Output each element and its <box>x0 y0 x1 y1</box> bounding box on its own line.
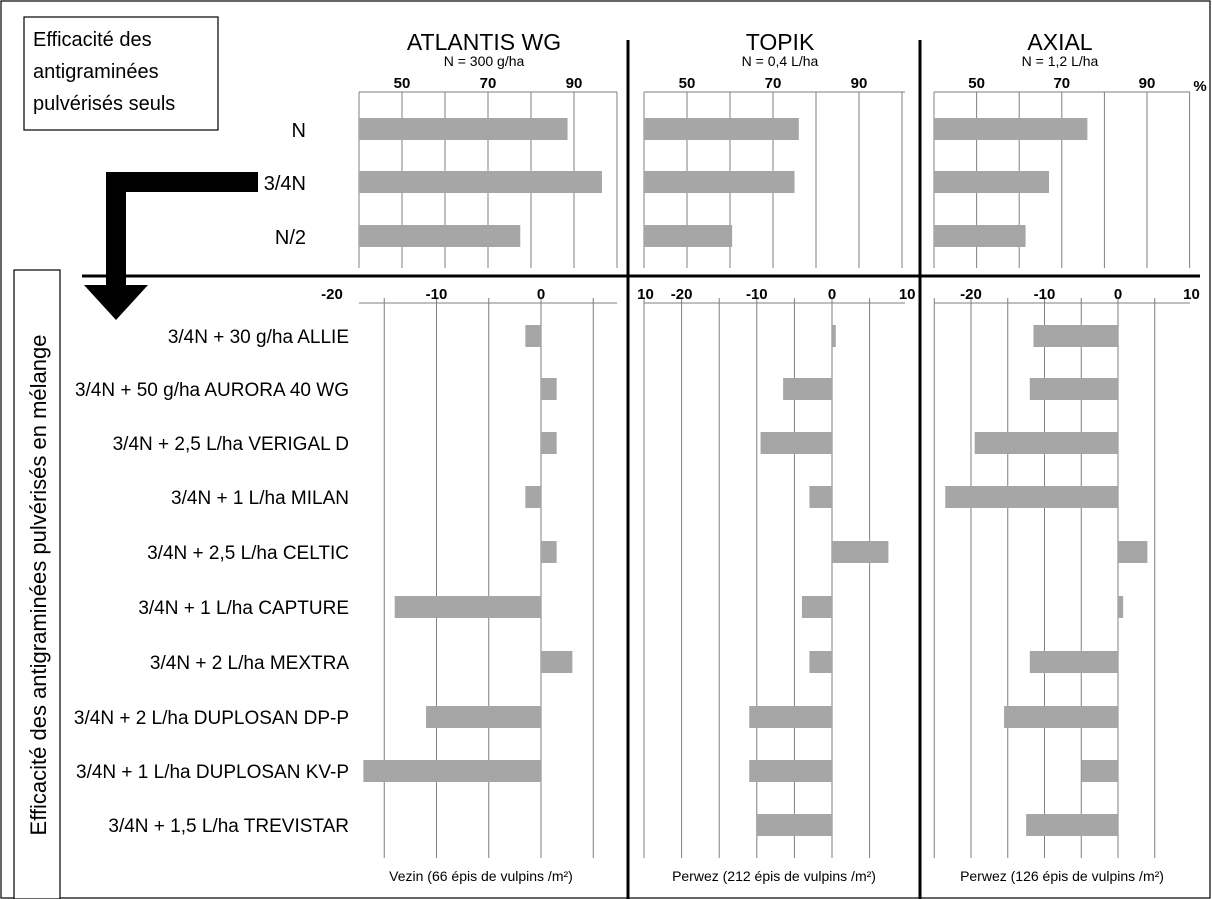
bottom-tick-label: -20 <box>321 286 343 303</box>
top-bar <box>359 171 602 193</box>
bottom-tick-label: 0 <box>537 286 545 303</box>
bottom-row-label: 3/4N + 1 L/ha CAPTURE <box>138 598 349 619</box>
bottom-tick-label: -10 <box>1034 286 1056 303</box>
bottom-bar <box>756 814 832 836</box>
bottom-row-label: 3/4N + 30 g/ha ALLIE <box>168 327 349 348</box>
top-tick-label: 50 <box>394 75 411 92</box>
labels: Efficacité des antigraminées pulvérisés se… <box>26 29 1207 884</box>
bottom-bar <box>832 541 889 563</box>
bottom-bar <box>525 325 541 347</box>
top-tick-label: 50 <box>968 75 985 92</box>
top-tick-label: 50 <box>679 75 696 92</box>
bottom-bar <box>1118 541 1148 563</box>
panel-dose: N = 0,4 L/ha <box>742 53 819 69</box>
bottom-row-label: 3/4N + 2,5 L/ha CELTIC <box>147 543 349 564</box>
bottom-row-label: 3/4N + 1 L/ha MILAN <box>171 488 349 509</box>
bottom-bar <box>363 760 541 782</box>
title-box-line: pulvérisés seuls <box>33 93 175 115</box>
bars <box>359 118 1148 836</box>
bottom-bar <box>801 596 832 618</box>
vertical-axis-label: Efficacité des antigraminées pulvérisés … <box>26 335 51 836</box>
bottom-row-label: 3/4N + 1,5 L/ha TREVISTAR <box>108 816 349 837</box>
bottom-tick-label: 0 <box>828 286 836 303</box>
vertical-label-box <box>13 269 61 899</box>
top-bar <box>934 225 1026 247</box>
bottom-bar <box>541 651 573 673</box>
title-box-line: Efficacité des <box>33 29 152 51</box>
panel-dose: N = 300 g/ha <box>444 53 525 69</box>
top-tick-label: 70 <box>765 75 782 92</box>
top-tick-label: 90 <box>851 75 868 92</box>
top-tick-label: 90 <box>1139 75 1156 92</box>
bottom-row-label: 3/4N + 2,5 L/ha VERIGAL D <box>113 434 349 455</box>
panel-dose: N = 1,2 L/ha <box>1022 53 1099 69</box>
bottom-tick-label: 10 <box>637 286 654 303</box>
site-label: Perwez (126 épis de vulpins /m²) <box>960 868 1164 884</box>
panel-title: AXIAL <box>1027 29 1092 55</box>
bottom-bar <box>1026 814 1118 836</box>
bottom-bar <box>760 432 832 454</box>
bottom-bar <box>1081 760 1118 782</box>
top-tick-label: 90 <box>566 75 583 92</box>
bottom-bar <box>783 378 832 400</box>
bottom-row-label: 3/4N + 50 g/ha AURORA 40 WG <box>75 380 349 401</box>
bottom-bar <box>749 706 832 728</box>
bottom-bar <box>1118 596 1124 618</box>
bottom-bar <box>1029 378 1118 400</box>
panel-title: TOPIK <box>746 29 815 55</box>
bottom-tick-label: -10 <box>426 286 448 303</box>
percent-sign: % <box>1193 78 1206 95</box>
site-label: Perwez (212 épis de vulpins /m²) <box>672 868 876 884</box>
title-box <box>23 16 219 131</box>
top-bar <box>934 118 1088 140</box>
top-row-label: 3/4N <box>264 173 306 195</box>
bottom-row-label: 3/4N + 1 L/ha DUPLOSAN KV-P <box>76 762 349 783</box>
bottom-bar <box>749 760 832 782</box>
bottom-bar <box>525 486 541 508</box>
bottom-tick-label: 10 <box>899 286 916 303</box>
bottom-tick-label: -20 <box>671 286 693 303</box>
bottom-bar <box>1029 651 1118 673</box>
bottom-bar <box>809 486 832 508</box>
panel-title: ATLANTIS WG <box>407 29 561 55</box>
top-tick-label: 70 <box>480 75 497 92</box>
bottom-bar <box>541 541 557 563</box>
site-label: Vezin (66 épis de vulpins /m²) <box>389 868 573 884</box>
top-bar <box>359 225 521 247</box>
bottom-row-label: 3/4N + 2 L/ha MEXTRA <box>150 653 349 674</box>
bottom-tick-label: -20 <box>960 286 982 303</box>
bottom-bar <box>1004 706 1118 728</box>
bottom-bar <box>809 651 832 673</box>
top-row-label: N <box>292 120 306 142</box>
top-row-label: N/2 <box>275 227 306 249</box>
top-bar <box>644 225 733 247</box>
bottom-tick-label: 0 <box>1114 286 1122 303</box>
top-bar <box>359 118 568 140</box>
elbow-down-arrow-icon <box>84 172 258 320</box>
bottom-bar <box>541 378 557 400</box>
bottom-row-label: 3/4N + 2 L/ha DUPLOSAN DP-P <box>74 708 349 729</box>
bottom-tick-label: -10 <box>746 286 768 303</box>
top-tick-label: 70 <box>1053 75 1070 92</box>
bottom-bar <box>832 325 836 347</box>
top-bar <box>934 171 1050 193</box>
bottom-bar <box>541 432 557 454</box>
bottom-tick-label: 10 <box>1183 286 1200 303</box>
top-bar <box>644 171 795 193</box>
bottom-bar <box>394 596 541 618</box>
bottom-bar <box>974 432 1118 454</box>
bottom-bar <box>426 706 541 728</box>
bottom-bar <box>945 486 1118 508</box>
gridlines <box>358 91 1191 858</box>
bottom-bar <box>1033 325 1118 347</box>
top-bar <box>644 118 799 140</box>
title-box-line: antigraminées <box>33 61 159 83</box>
